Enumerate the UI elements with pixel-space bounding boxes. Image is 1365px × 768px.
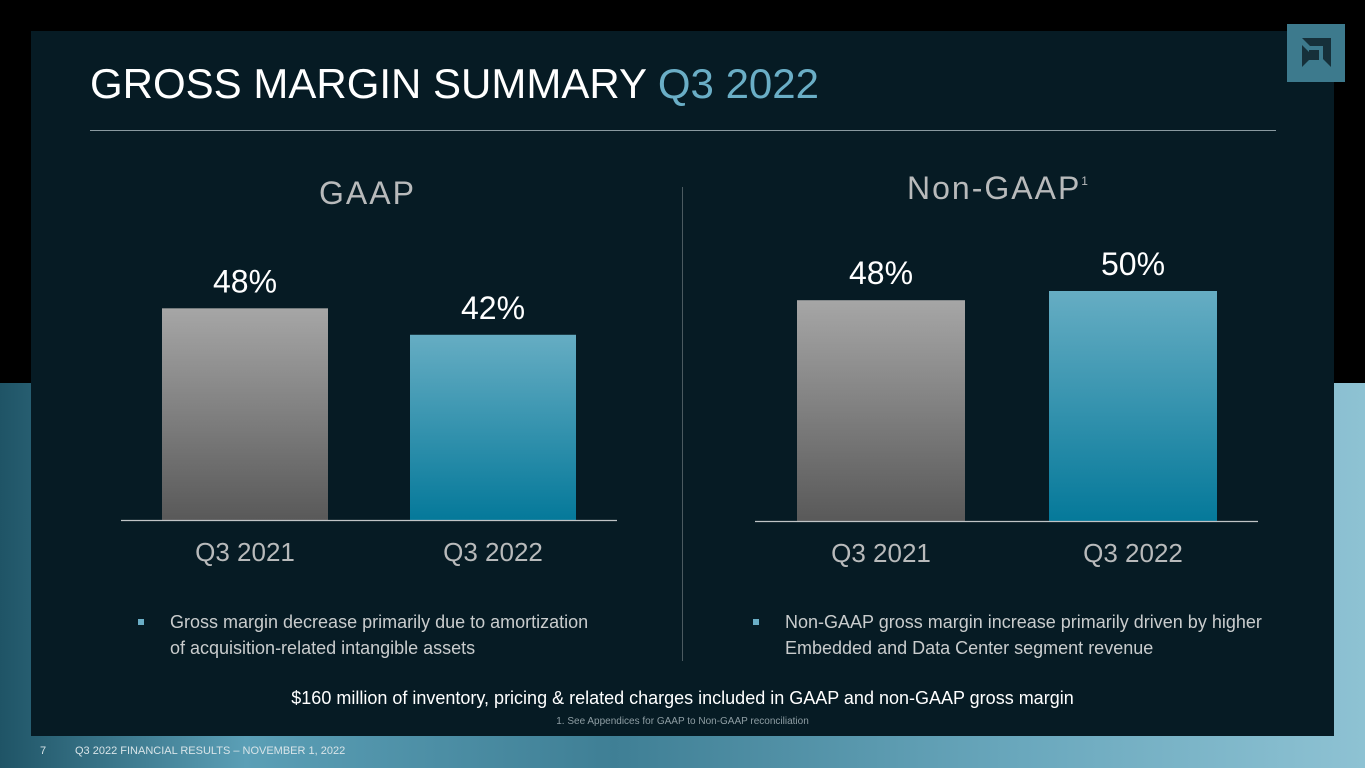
bar-q3-2021 — [797, 300, 965, 521]
bar-value-label: 50% — [1101, 246, 1165, 282]
non-gaap-bullet: Non-GAAP gross margin increase primarily… — [753, 610, 1275, 661]
amd-logo — [1287, 24, 1345, 82]
category-label: Q3 2022 — [1083, 538, 1183, 568]
bar-q3-2021 — [162, 308, 328, 520]
bar-value-label: 48% — [213, 263, 277, 299]
page-number: 7 — [40, 745, 47, 757]
non-gaap-chart-title: Non-GAAP1 — [907, 170, 1088, 206]
center-divider — [682, 187, 683, 661]
category-label: Q3 2021 — [195, 537, 295, 567]
title-accent: Q3 2022 — [657, 60, 820, 107]
gaap-chart-title: GAAP — [319, 175, 416, 211]
bar-value-label: 42% — [461, 290, 525, 326]
gaap-bullet: Gross margin decrease primarily due to a… — [138, 610, 590, 661]
inventory-charges-note: $160 million of inventory, pricing & rel… — [291, 688, 1074, 708]
title-main: GROSS MARGIN SUMMARY — [90, 60, 647, 107]
amd-arrow-icon — [1302, 38, 1331, 67]
page-title: GROSS MARGIN SUMMARY Q3 2022 — [90, 60, 819, 108]
footer-text: Q3 2022 FINANCIAL RESULTS – NOVEMBER 1, … — [75, 745, 346, 757]
bar-value-label: 48% — [849, 255, 913, 291]
category-label: Q3 2021 — [831, 538, 931, 568]
category-label: Q3 2022 — [443, 537, 543, 567]
bar-q3-2022 — [410, 334, 576, 520]
gaap-chart: 48% Q3 2021 42% Q3 2022 — [121, 263, 617, 567]
bullet-square-icon — [138, 619, 144, 625]
title-divider — [90, 130, 1276, 131]
footnote-marker: 1 — [1081, 174, 1088, 188]
non-gaap-chart: 48% Q3 2021 50% Q3 2022 — [755, 246, 1258, 568]
bullet-square-icon — [753, 619, 759, 625]
bar-q3-2022 — [1049, 291, 1217, 521]
reconciliation-footnote: 1. See Appendices for GAAP to Non-GAAP r… — [556, 716, 809, 727]
